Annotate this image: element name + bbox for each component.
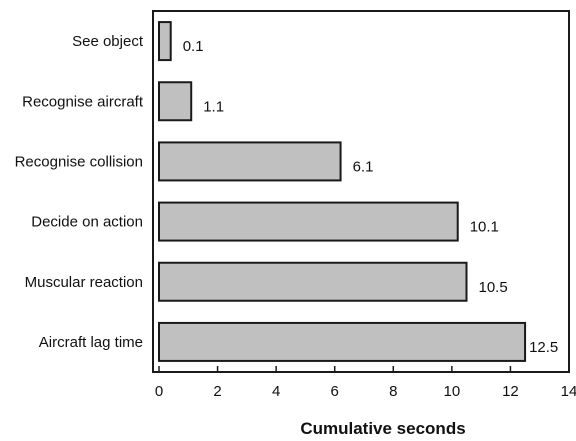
category-label-recognise-collision: Recognise collision [15, 153, 143, 170]
x-tick-label-2: 2 [213, 383, 221, 400]
category-label-decide-on-action: Decide on action [31, 214, 143, 231]
x-tick-label-8: 8 [389, 383, 397, 400]
x-tick-label-6: 6 [331, 383, 339, 400]
value-label-recognise-aircraft: 1.1 [203, 98, 224, 115]
value-label-aircraft-lag-time: 12.5 [529, 339, 558, 356]
bar-decide-on-action [158, 201, 459, 242]
category-label-aircraft-lag-time: Aircraft lag time [39, 334, 143, 351]
x-tick-label-12: 12 [502, 383, 519, 400]
bar-see-object [158, 21, 172, 62]
bar-muscular-reaction [158, 261, 468, 302]
plot-area-frame [152, 10, 570, 373]
value-label-muscular-reaction: 10.5 [479, 279, 508, 296]
category-label-muscular-reaction: Muscular reaction [25, 274, 143, 291]
category-label-recognise-aircraft: Recognise aircraft [22, 93, 144, 110]
bars-layer [158, 21, 527, 362]
value-label-see-object: 0.1 [183, 38, 204, 55]
category-label-see-object: See object [72, 33, 144, 50]
category-labels: See object Recognise aircraft Recognise co… [15, 33, 144, 351]
x-tick-label-0: 0 [155, 383, 163, 400]
x-tick-label-4: 4 [272, 383, 280, 400]
bar-recognise-aircraft [158, 81, 193, 122]
bar-aircraft-lag-time [158, 321, 527, 362]
value-label-recognise-collision: 6.1 [353, 158, 374, 175]
bar-recognise-collision [158, 141, 342, 182]
x-tick-label-10: 10 [444, 383, 461, 400]
value-labels: 0.1 1.1 6.1 10.1 10.5 12.5 [183, 38, 559, 356]
value-label-decide-on-action: 10.1 [470, 219, 499, 236]
x-axis-title: Cumulative seconds [300, 419, 465, 438]
x-tick-label-14: 14 [561, 383, 576, 400]
